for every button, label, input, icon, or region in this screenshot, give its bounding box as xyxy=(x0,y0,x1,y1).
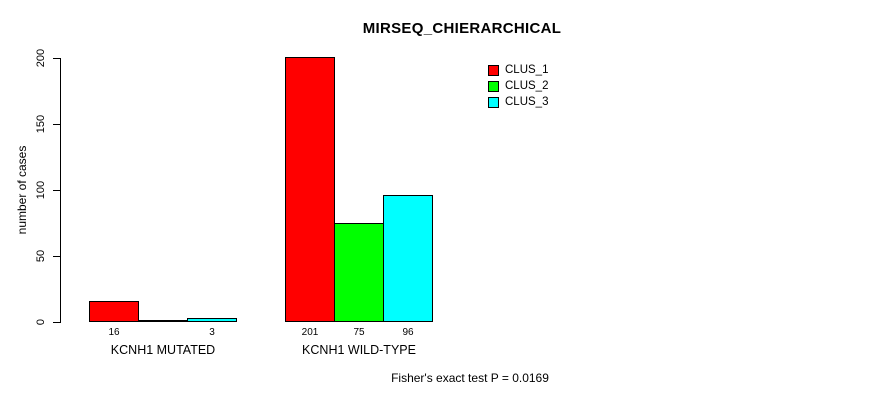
x-axis-category-label: KCNH1 WILD-TYPE xyxy=(302,343,416,357)
y-tick-label: 100 xyxy=(35,180,47,200)
legend-swatch-clus_1 xyxy=(488,65,499,76)
bar-value-label: 75 xyxy=(353,327,365,338)
legend-label: CLUS_1 xyxy=(505,64,549,76)
chart-title: MIRSEQ_CHIERARCHICAL xyxy=(362,20,562,37)
bar-clus_1 xyxy=(285,57,335,322)
bar-value-label: 201 xyxy=(301,327,319,338)
legend-label: CLUS_3 xyxy=(505,96,549,108)
bar-clus_2 xyxy=(334,223,384,322)
bar-clus_3 xyxy=(187,318,237,322)
y-tick-label: 150 xyxy=(35,114,47,134)
y-axis-line xyxy=(60,58,61,323)
bar-clus_2 xyxy=(138,320,188,322)
y-tick-mark xyxy=(53,124,60,125)
annotation-text: Fisher's exact test P = 0.0169 xyxy=(391,371,549,385)
bar-value-label: 16 xyxy=(108,327,120,338)
y-tick-label: 200 xyxy=(35,48,47,68)
y-tick-mark xyxy=(53,190,60,191)
bar-clus_3 xyxy=(383,195,433,322)
legend-label: CLUS_2 xyxy=(505,80,549,92)
legend: CLUS_1 CLUS_2 CLUS_3 xyxy=(488,64,548,112)
bar-value-label: 96 xyxy=(402,327,414,338)
y-tick-mark xyxy=(53,58,60,59)
x-axis-category-label: KCNH1 MUTATED xyxy=(110,343,216,357)
legend-item: CLUS_2 xyxy=(488,80,548,93)
y-tick-mark xyxy=(53,322,60,323)
y-axis-title: number of cases xyxy=(15,145,29,235)
y-tick-mark xyxy=(53,256,60,257)
bar-clus_1 xyxy=(89,301,139,322)
legend-swatch-clus_2 xyxy=(488,81,499,92)
legend-item: CLUS_3 xyxy=(488,96,548,109)
bar-value-label: 3 xyxy=(209,327,215,338)
y-tick-label: 50 xyxy=(35,249,47,263)
legend-swatch-clus_3 xyxy=(488,97,499,108)
legend-item: CLUS_1 xyxy=(488,64,548,77)
y-tick-label: 0 xyxy=(35,318,47,326)
